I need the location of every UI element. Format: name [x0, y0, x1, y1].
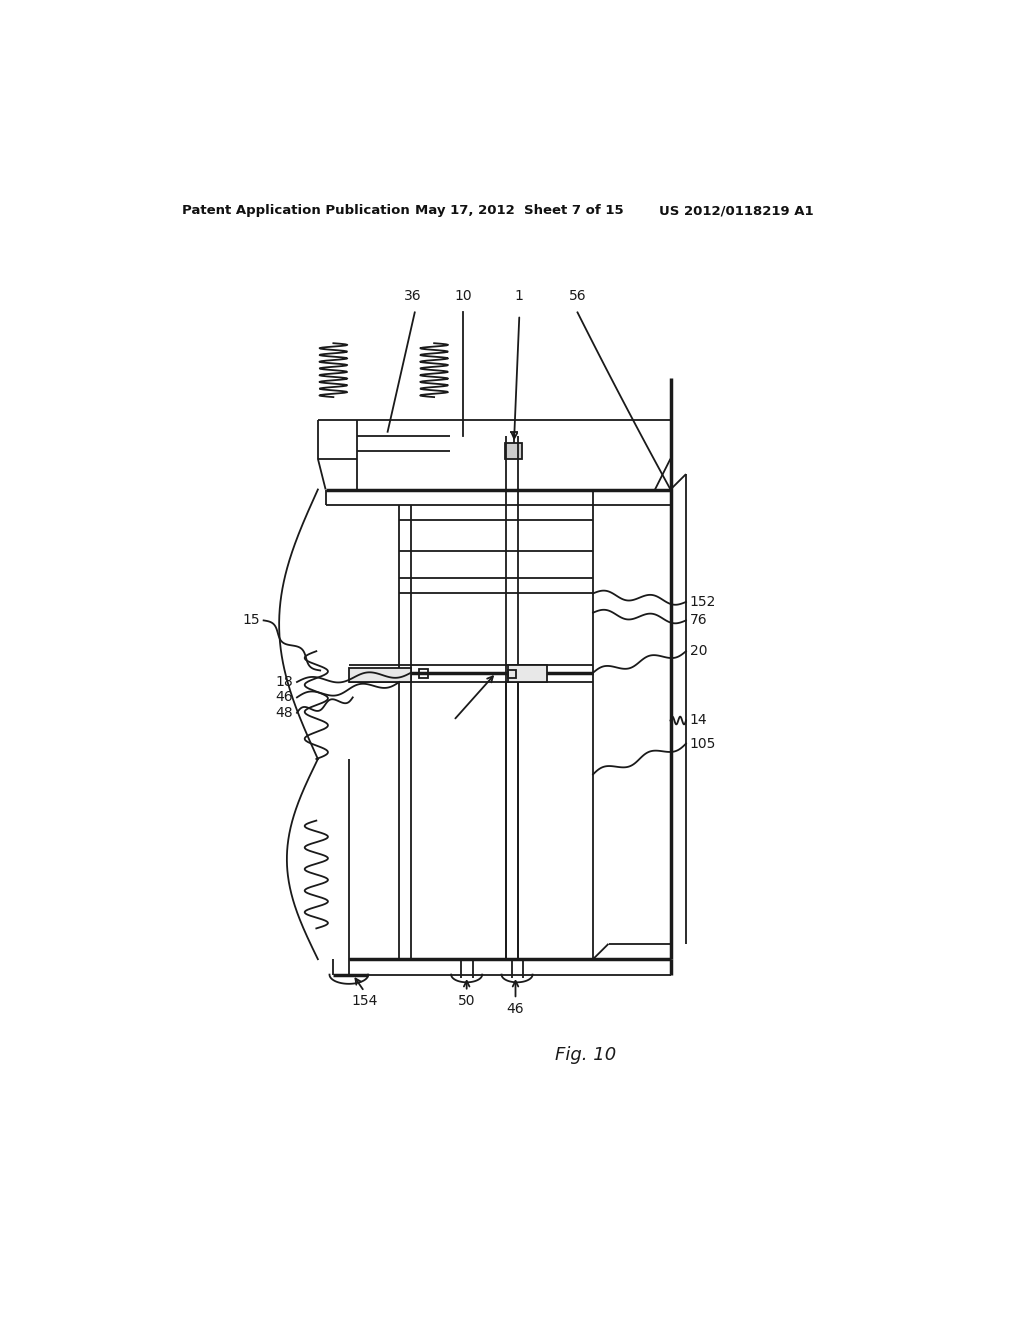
Text: May 17, 2012  Sheet 7 of 15: May 17, 2012 Sheet 7 of 15	[415, 205, 624, 218]
Text: 10: 10	[454, 289, 472, 304]
Bar	[419, 669, 428, 678]
Bar	[508, 665, 547, 682]
Text: Fig. 10: Fig. 10	[555, 1047, 615, 1064]
Text: 56: 56	[568, 289, 587, 304]
Text: 76: 76	[690, 614, 708, 627]
Text: 20: 20	[690, 644, 708, 659]
Text: 46: 46	[275, 690, 293, 705]
Text: Patent Application Publication: Patent Application Publication	[182, 205, 410, 218]
Text: 15: 15	[242, 614, 260, 627]
Bar	[349, 668, 411, 682]
Text: 105: 105	[690, 737, 716, 751]
Text: 18: 18	[275, 675, 293, 689]
Text: US 2012/0118219 A1: US 2012/0118219 A1	[658, 205, 813, 218]
Text: 46: 46	[507, 1002, 524, 1016]
Text: 154: 154	[351, 994, 378, 1008]
Text: 1: 1	[515, 289, 524, 304]
Bar	[506, 444, 522, 459]
Text: 14: 14	[690, 714, 708, 727]
Text: 48: 48	[275, 706, 293, 719]
Text: 36: 36	[403, 289, 421, 304]
Text: 152: 152	[690, 595, 716, 609]
Text: 50: 50	[458, 994, 475, 1008]
Bar	[508, 671, 515, 678]
